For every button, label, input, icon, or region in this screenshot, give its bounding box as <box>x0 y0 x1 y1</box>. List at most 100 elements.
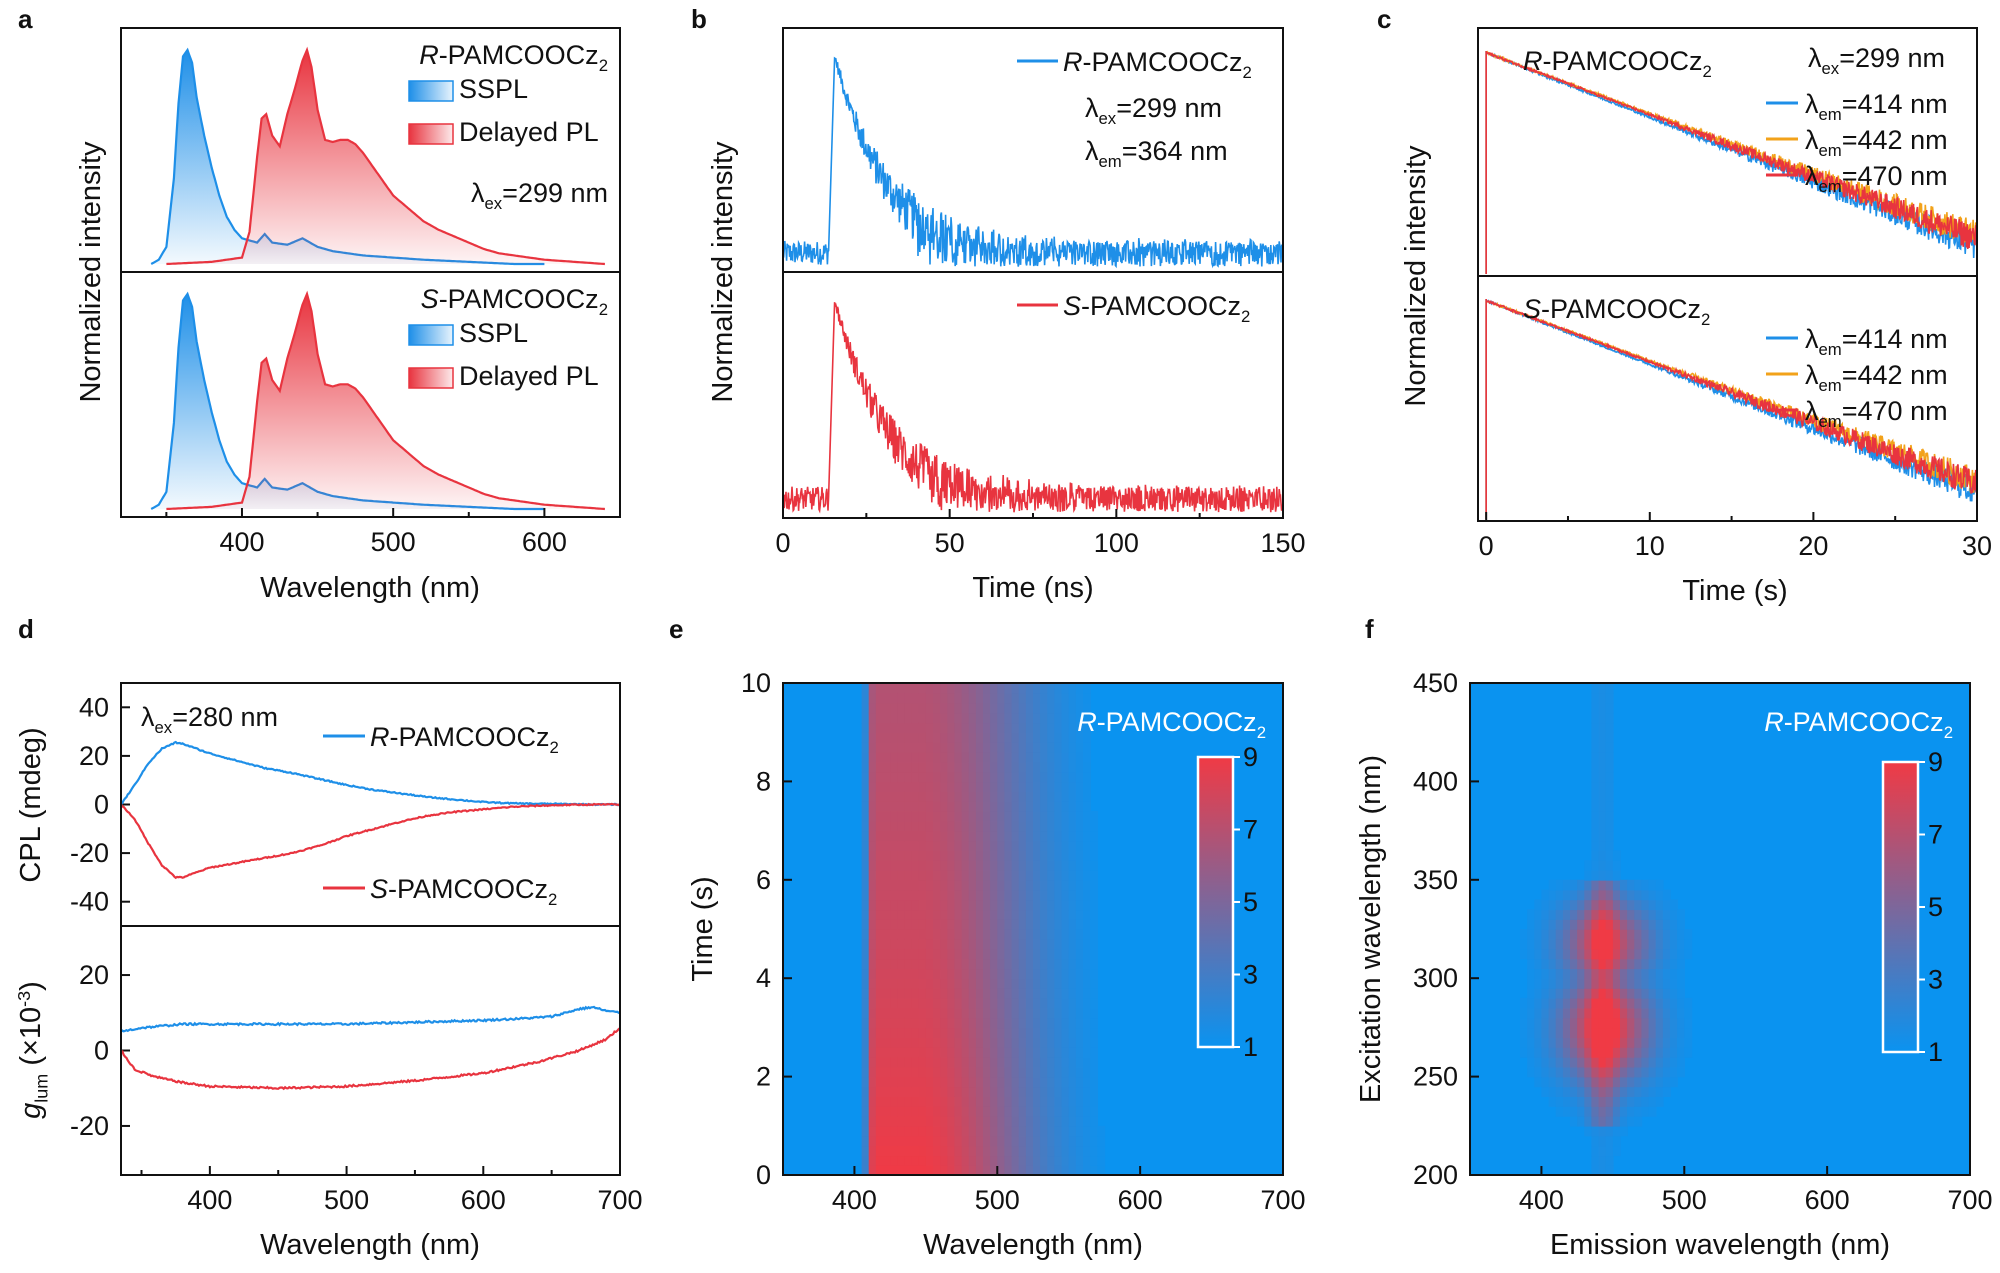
heatmap-cell <box>883 879 891 891</box>
heatmap-cell <box>1570 929 1578 940</box>
heatmap-cell <box>997 771 1006 783</box>
heatmap-cell <box>1075 791 1084 802</box>
heatmap-cell <box>861 761 870 773</box>
heatmap-cell <box>1577 909 1585 920</box>
heatmap-cell <box>1040 683 1048 694</box>
heatmap-cell <box>1620 1007 1628 1019</box>
heatmap-cell <box>1025 1027 1034 1038</box>
heatmap-cell <box>933 702 941 714</box>
heatmap-cell <box>861 1007 870 1019</box>
heatmap-cell <box>1591 870 1600 881</box>
heatmap-cell <box>875 909 884 920</box>
heatmap-cell <box>961 702 970 714</box>
heatmap-cell <box>990 1135 998 1147</box>
heatmap-cell <box>983 1135 991 1147</box>
heatmap-cell <box>961 1056 970 1068</box>
heatmap-cell <box>861 683 870 694</box>
heatmap-cell <box>875 1106 884 1117</box>
heatmap-cell <box>1033 702 1041 714</box>
heatmap-cell <box>1605 978 1614 989</box>
heatmap-cell <box>925 840 934 851</box>
heatmap-cell <box>1068 929 1077 940</box>
heatmap-cell <box>1075 1135 1084 1147</box>
heatmap-cell <box>1004 1007 1013 1019</box>
heatmap-cell <box>1677 909 1685 920</box>
heatmap-cell <box>1527 1056 1535 1068</box>
heatmap-cell <box>1068 988 1077 999</box>
heatmap-cell <box>975 1007 984 1019</box>
heatmap-cell <box>990 771 998 783</box>
x-tick-label: 30 <box>1962 531 1992 561</box>
heatmap-cell <box>897 978 906 989</box>
heatmap-cell <box>940 801 948 812</box>
heatmap-cell <box>1083 860 1091 871</box>
heatmap-cell <box>940 978 948 989</box>
heatmap-cell <box>933 1047 941 1058</box>
heatmap-cell <box>968 1027 977 1038</box>
heatmap-cell <box>868 978 877 989</box>
heatmap-cell <box>961 978 970 989</box>
x-axis-label: Wavelength (nm) <box>260 1229 480 1261</box>
heatmap-cell <box>1025 870 1034 881</box>
heatmap-cell <box>1047 1106 1056 1117</box>
heatmap-cell <box>1025 929 1034 940</box>
heatmap-cell <box>1584 929 1593 940</box>
heatmap-cell <box>975 870 984 881</box>
heatmap-cell <box>1047 820 1056 832</box>
heatmap-cell <box>1033 1047 1041 1058</box>
heatmap-cell <box>1634 929 1643 940</box>
heatmap-cell <box>1598 781 1607 792</box>
heatmap-cell <box>911 1007 920 1019</box>
heatmap-cell <box>1570 948 1578 960</box>
heatmap-cell <box>904 1106 913 1117</box>
heatmap-cell <box>1061 712 1070 724</box>
heatmap-cell <box>1655 919 1664 930</box>
heatmap-cell <box>925 1135 934 1147</box>
heatmap-cell <box>961 1125 970 1137</box>
heatmap-cell <box>911 1135 920 1147</box>
heatmap-cell <box>940 692 948 704</box>
heatmap-cell <box>947 899 956 911</box>
heatmap-cell <box>868 722 877 733</box>
heatmap-cell <box>918 742 927 753</box>
heatmap-cell <box>983 761 991 773</box>
heatmap-cell <box>1620 919 1628 930</box>
heatmap-cell <box>1591 938 1600 950</box>
heatmap-cell <box>1577 1076 1585 1088</box>
heatmap-cell <box>1620 968 1628 979</box>
heatmap-cell <box>868 1007 877 1019</box>
heatmap-cell <box>990 997 998 1009</box>
heatmap-cell <box>1584 919 1593 930</box>
heatmap-cell <box>1591 909 1600 920</box>
heatmap-cell <box>1011 1125 1020 1137</box>
heatmap-cell <box>1627 1037 1635 1048</box>
heatmap-cell <box>940 732 948 743</box>
heatmap-cell <box>883 1145 891 1157</box>
heatmap-cell <box>1605 781 1614 792</box>
decay-trace <box>1485 50 1978 274</box>
heatmap-cell <box>997 791 1006 802</box>
heatmap-cell <box>883 988 891 999</box>
heatmap-cell <box>933 1116 941 1127</box>
heatmap-cell <box>1040 978 1048 989</box>
heatmap-cell <box>883 830 891 842</box>
heatmap-cell <box>975 761 984 773</box>
heatmap-cell <box>918 692 927 704</box>
heatmap-cell <box>940 1017 948 1029</box>
heatmap-cell <box>1612 958 1621 970</box>
heatmap-cell <box>1605 958 1614 970</box>
heatmap-cell <box>1627 997 1635 1009</box>
heatmap-cell <box>861 860 870 871</box>
heatmap-cell <box>990 692 998 704</box>
heatmap-cell <box>975 909 984 920</box>
heatmap-cell <box>1054 830 1063 842</box>
heatmap-cell <box>975 702 984 714</box>
y-tick-label: 8 <box>756 766 771 796</box>
heatmap-cell <box>868 870 877 881</box>
heatmap-cell <box>1598 820 1607 832</box>
heatmap-cell <box>947 909 956 920</box>
heatmap-cell <box>1641 968 1650 979</box>
y-axis-label: Normalized intensity <box>707 141 739 403</box>
heatmap-cell <box>868 732 877 743</box>
heatmap-cell <box>1025 1017 1034 1029</box>
